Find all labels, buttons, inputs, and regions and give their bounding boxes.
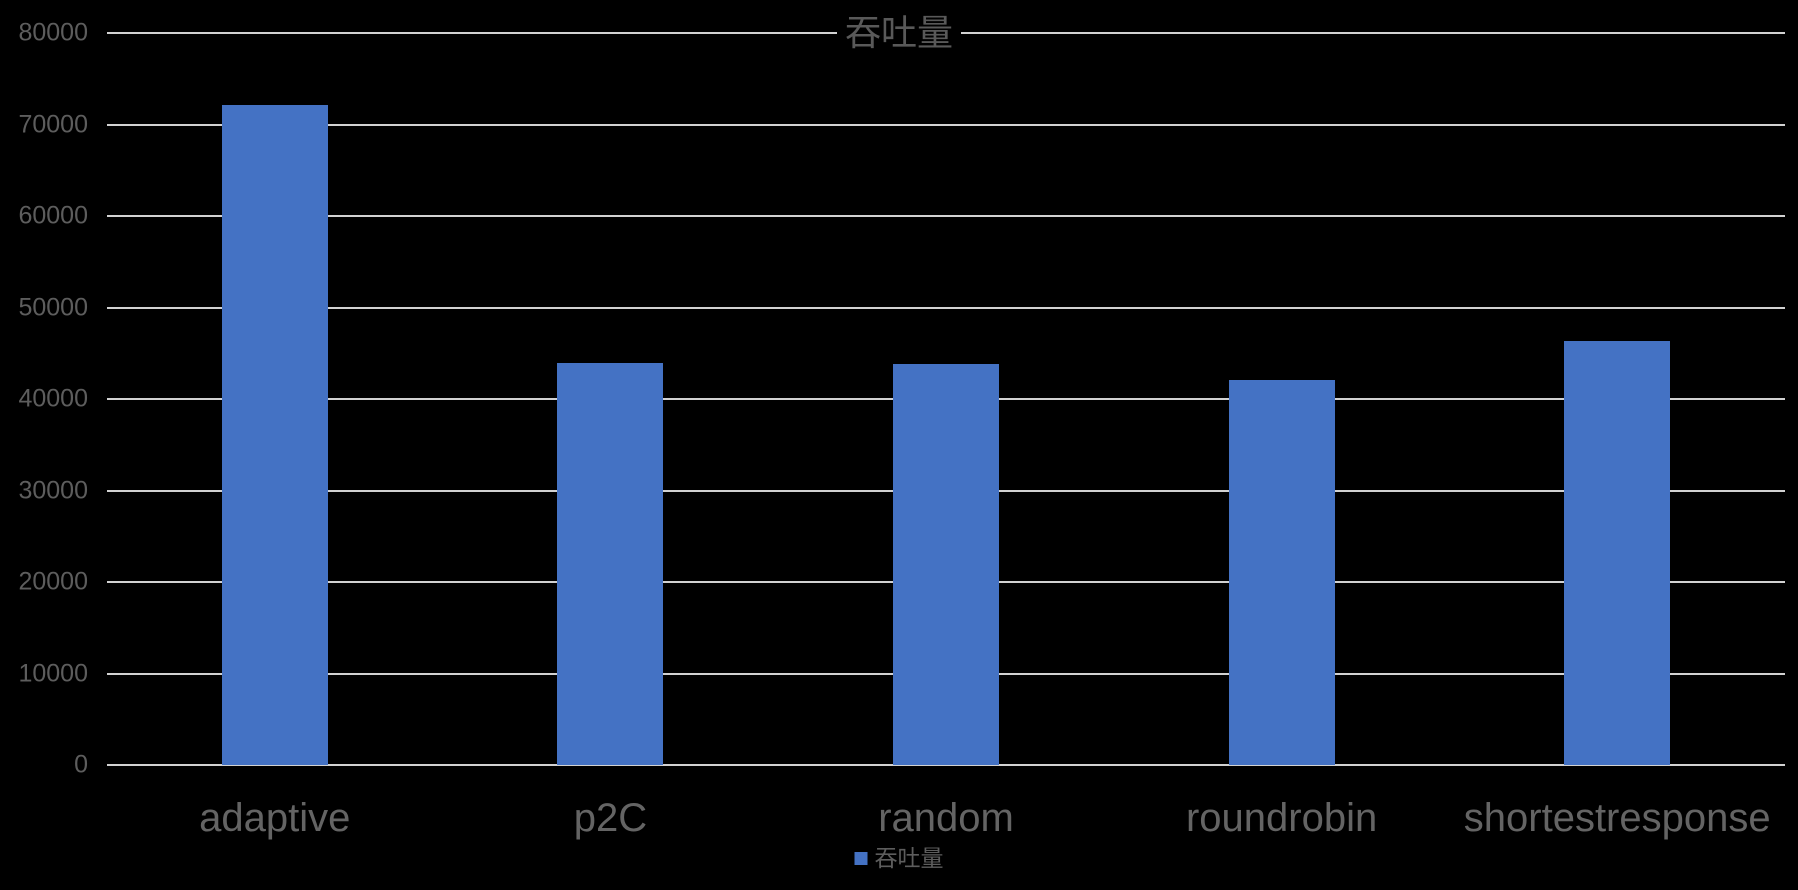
gridline-70000: [107, 123, 1785, 126]
x-category-label-random: random: [878, 796, 1014, 840]
bar-p2C: [557, 363, 664, 765]
legend-swatch-icon: [854, 852, 868, 866]
x-category-label-shortestresponse: shortestresponse: [1463, 796, 1771, 840]
plot-area: [107, 32, 1785, 766]
x-category-label-adaptive: adaptive: [199, 796, 351, 840]
bar-shortestresponse: [1564, 341, 1671, 765]
y-tick-label-30000: 30000: [18, 476, 88, 504]
legend-label: 吞吐量: [874, 845, 944, 871]
gridline-60000: [107, 215, 1785, 217]
bar-adaptive: [221, 105, 328, 765]
gridline-50000: [107, 306, 1785, 309]
y-tick-label-0: 0: [74, 750, 88, 779]
bar-roundrobin: [1228, 379, 1335, 765]
y-tick-label-70000: 70000: [18, 110, 88, 138]
gridline-80000: [107, 32, 1785, 34]
x-category-label-p2C: p2C: [573, 796, 648, 840]
y-tick-label-10000: 10000: [18, 659, 88, 687]
x-category-label-roundrobin: roundrobin: [1185, 796, 1378, 840]
bar-random: [893, 364, 999, 765]
legend: 吞吐量: [854, 845, 944, 873]
y-tick-label-40000: 40000: [18, 384, 88, 413]
y-tick-label-20000: 20000: [18, 567, 88, 596]
y-tick-label-60000: 60000: [18, 201, 88, 230]
gridline-0: [107, 764, 1785, 766]
y-tick-label-50000: 50000: [18, 293, 88, 321]
y-tick-label-80000: 80000: [18, 18, 88, 47]
